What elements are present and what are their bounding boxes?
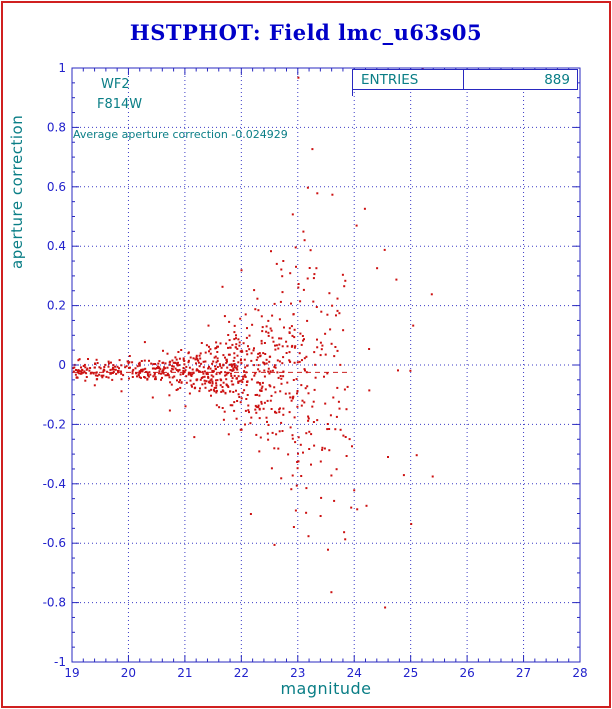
x-tick-label: 20 bbox=[121, 666, 136, 680]
x-tick-label: 26 bbox=[459, 666, 474, 680]
chart-title: HSTPHOT: Field lmc_u63s05 bbox=[129, 20, 483, 45]
x-tick-label: 19 bbox=[64, 666, 79, 680]
entries-stats-box: ENTRIES 889 bbox=[352, 69, 578, 90]
scatter-points bbox=[72, 68, 434, 609]
detector-annotation: WF2 bbox=[101, 77, 130, 92]
axes-frame bbox=[71, 67, 581, 663]
y-tick-label: 0 bbox=[58, 358, 66, 372]
y-tick-label: -0.8 bbox=[43, 596, 66, 610]
filter-annotation: F814W bbox=[97, 97, 143, 112]
stats-box-divider bbox=[463, 70, 464, 89]
x-tick-label: 28 bbox=[572, 666, 587, 680]
x-tick-label: 21 bbox=[177, 666, 192, 680]
y-tick-label: 0.8 bbox=[47, 120, 66, 134]
y-axis-label: aperture correction bbox=[8, 114, 26, 270]
x-tick-label: 23 bbox=[290, 666, 305, 680]
y-tick-label: 0.4 bbox=[47, 239, 66, 253]
y-tick-label: -0.6 bbox=[43, 536, 66, 550]
y-tick-label: -0.4 bbox=[43, 477, 66, 491]
y-tick-label: 0.6 bbox=[47, 180, 66, 194]
y-tick-label: 0.2 bbox=[47, 299, 66, 313]
x-tick-label: 22 bbox=[234, 666, 249, 680]
y-tick-label: 1 bbox=[58, 61, 66, 75]
average-correction-annotation: Average aperture correction -0.024929 bbox=[73, 128, 288, 141]
y-tick-label: -0.2 bbox=[43, 417, 66, 431]
entries-value: 889 bbox=[544, 71, 570, 88]
x-tick-label: 27 bbox=[516, 666, 531, 680]
x-tick-label: 25 bbox=[403, 666, 418, 680]
y-tick-label: -1 bbox=[54, 655, 66, 669]
tick-labels: 19 20 21 22 23 24 25 26 27 28 -1 -0.8 -0.6 -0.4 -0.2 0 0… bbox=[43, 61, 588, 680]
x-tick-label: 24 bbox=[347, 666, 362, 680]
x-axis-label: magnitude bbox=[280, 679, 372, 698]
entries-label: ENTRIES bbox=[361, 71, 419, 88]
grid-lines bbox=[72, 68, 580, 662]
